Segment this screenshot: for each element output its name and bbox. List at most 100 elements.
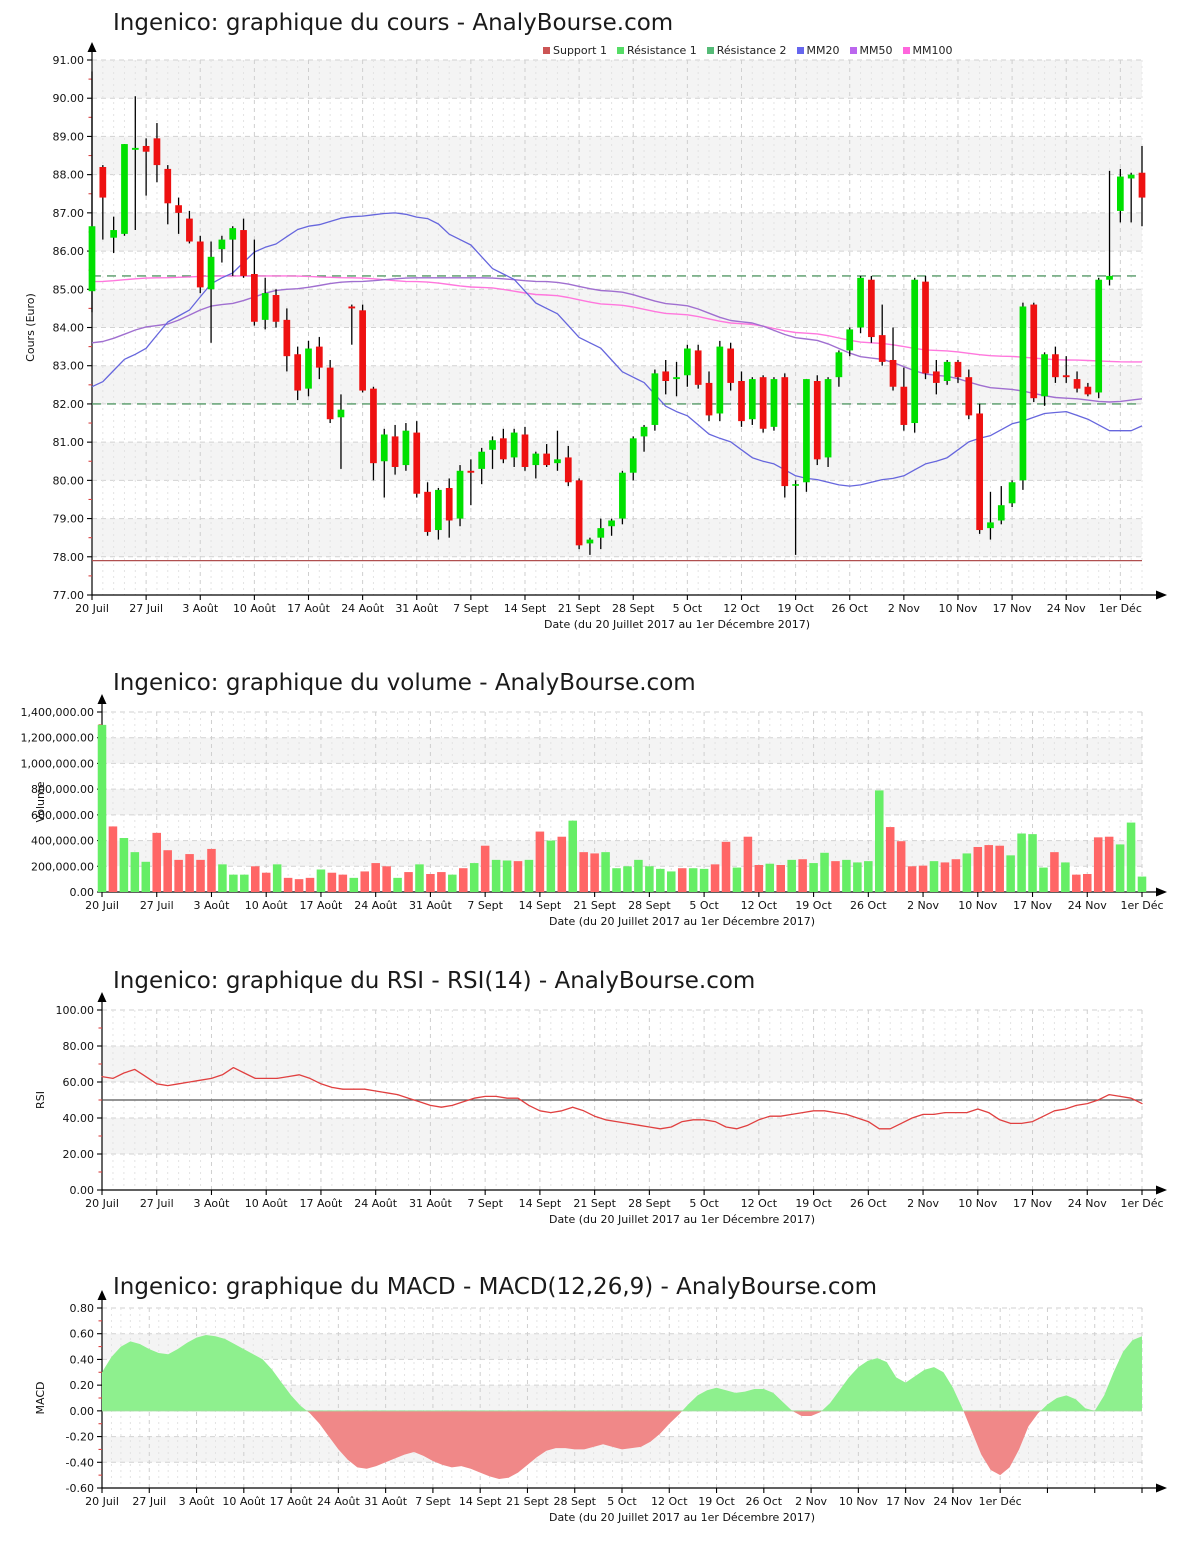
- svg-text:10 Août: 10 Août: [245, 1197, 289, 1210]
- svg-text:3 Août: 3 Août: [182, 602, 219, 615]
- svg-text:14 Sept: 14 Sept: [519, 1197, 562, 1210]
- svg-text:19 Oct: 19 Oct: [795, 1197, 832, 1210]
- svg-text:0.00: 0.00: [70, 886, 95, 899]
- svg-text:20 Juil: 20 Juil: [85, 899, 119, 912]
- svg-text:MACD: MACD: [34, 1382, 47, 1415]
- svg-text:Date (du 20 Juillet 2017 au 1e: Date (du 20 Juillet 2017 au 1er Décembre…: [549, 1213, 815, 1226]
- svg-text:31 Août: 31 Août: [395, 602, 439, 615]
- svg-text:26 Oct: 26 Oct: [850, 1197, 887, 1210]
- rsi-chart-title: Ingenico: graphique du RSI - RSI(14) - A…: [113, 968, 756, 994]
- svg-text:0.00: 0.00: [70, 1184, 95, 1197]
- rsi-chart-block: Ingenico: graphique du RSI - RSI(14) - A…: [0, 950, 1200, 1250]
- svg-text:24 Nov: 24 Nov: [933, 1495, 972, 1508]
- svg-text:12 Oct: 12 Oct: [741, 899, 778, 912]
- svg-text:26 Oct: 26 Oct: [746, 1495, 783, 1508]
- svg-text:5 Oct: 5 Oct: [689, 1197, 719, 1210]
- svg-text:-0.40: -0.40: [66, 1456, 94, 1469]
- svg-text:27 Juil: 27 Juil: [140, 1197, 174, 1210]
- svg-text:10 Nov: 10 Nov: [958, 1197, 997, 1210]
- svg-text:24 Août: 24 Août: [354, 899, 398, 912]
- svg-text:60.00: 60.00: [63, 1076, 95, 1089]
- svg-text:21 Sept: 21 Sept: [506, 1495, 549, 1508]
- legend-item-support-1: Support 1: [543, 44, 607, 57]
- svg-text:17 Août: 17 Août: [300, 1197, 344, 1210]
- svg-text:12 Oct: 12 Oct: [651, 1495, 688, 1508]
- svg-text:Cours (Euro): Cours (Euro): [24, 293, 37, 362]
- price-chart-svg: 77.00 78.00 79.00 80.00 81.00 82.00 83.00 84.00…: [24, 42, 1167, 631]
- svg-text:-0.60: -0.60: [66, 1482, 94, 1495]
- volume-chart-title: Ingenico: graphique du volume - AnalyBou…: [113, 670, 696, 696]
- svg-text:24 Août: 24 Août: [341, 602, 385, 615]
- svg-text:19 Oct: 19 Oct: [795, 899, 832, 912]
- svg-text:88.00: 88.00: [53, 169, 85, 182]
- svg-text:85.00: 85.00: [53, 283, 85, 296]
- legend-swatch-icon: [543, 47, 550, 54]
- legend-swatch-icon: [902, 47, 910, 54]
- svg-text:90.00: 90.00: [53, 92, 85, 105]
- svg-text:RSI: RSI: [34, 1091, 47, 1109]
- svg-text:2 Nov: 2 Nov: [888, 602, 920, 615]
- svg-text:5 Oct: 5 Oct: [673, 602, 703, 615]
- svg-text:20 Juil: 20 Juil: [85, 1197, 119, 1210]
- svg-text:200,000.00: 200,000.00: [31, 860, 94, 873]
- svg-text:7 Sept: 7 Sept: [467, 899, 503, 912]
- svg-text:0.80: 0.80: [70, 1302, 95, 1315]
- legend-label: MM100: [912, 44, 953, 57]
- svg-text:3 Août: 3 Août: [194, 1197, 231, 1210]
- svg-text:7 Sept: 7 Sept: [467, 1197, 503, 1210]
- svg-text:24 Août: 24 Août: [317, 1495, 361, 1508]
- svg-text:10 Nov: 10 Nov: [839, 1495, 878, 1508]
- svg-text:10 Août: 10 Août: [233, 602, 277, 615]
- macd-chart-title: Ingenico: graphique du MACD - MACD(12,26…: [113, 1274, 878, 1300]
- svg-text:17 Nov: 17 Nov: [993, 602, 1032, 615]
- svg-text:27 Juil: 27 Juil: [132, 1495, 166, 1508]
- svg-text:28 Sept: 28 Sept: [628, 1197, 671, 1210]
- svg-text:2 Nov: 2 Nov: [907, 899, 939, 912]
- legend-label: Support 1: [553, 44, 607, 57]
- svg-text:28 Sept: 28 Sept: [553, 1495, 596, 1508]
- svg-text:86.00: 86.00: [53, 245, 85, 258]
- svg-text:0.00: 0.00: [70, 1405, 95, 1418]
- svg-text:87.00: 87.00: [53, 207, 85, 220]
- svg-text:21 Sept: 21 Sept: [573, 899, 616, 912]
- svg-text:79.00: 79.00: [53, 513, 85, 526]
- price-chart-title: Ingenico: graphique du cours - AnalyBour…: [113, 10, 674, 36]
- macd-chart-svg: -0.60 -0.40 -0.20 0.00 0.20 0.40 0.60 0.80 20 Ju…: [34, 1290, 1167, 1524]
- svg-text:2 Nov: 2 Nov: [907, 1197, 939, 1210]
- legend-swatch-icon: [706, 47, 714, 54]
- svg-text:31 Août: 31 Août: [364, 1495, 408, 1508]
- svg-text:27 Juil: 27 Juil: [129, 602, 163, 615]
- legend-swatch-icon: [616, 47, 624, 54]
- legend-label: MM50: [859, 44, 893, 57]
- svg-text:24 Nov: 24 Nov: [1068, 899, 1107, 912]
- svg-text:1er Déc: 1er Déc: [1120, 899, 1163, 912]
- svg-text:20 Juil: 20 Juil: [75, 602, 109, 615]
- svg-text:26 Oct: 26 Oct: [831, 602, 868, 615]
- svg-text:100.00: 100.00: [56, 1004, 95, 1017]
- svg-text:24 Nov: 24 Nov: [1068, 1197, 1107, 1210]
- svg-text:14 Sept: 14 Sept: [459, 1495, 502, 1508]
- svg-text:80.00: 80.00: [53, 474, 85, 487]
- volume-chart-svg: 0.00 200,000.00 400,000.00 600,000.00 800,00…: [21, 694, 1167, 928]
- svg-text:17 Nov: 17 Nov: [1013, 1197, 1052, 1210]
- svg-text:28 Sept: 28 Sept: [628, 899, 671, 912]
- svg-text:82.00: 82.00: [53, 398, 85, 411]
- svg-text:19 Oct: 19 Oct: [777, 602, 814, 615]
- svg-text:14 Sept: 14 Sept: [504, 602, 547, 615]
- svg-text:0.40: 0.40: [70, 1353, 95, 1366]
- svg-text:12 Oct: 12 Oct: [723, 602, 760, 615]
- legend-item-mm50: MM50: [849, 44, 893, 57]
- svg-text:5 Oct: 5 Oct: [689, 899, 719, 912]
- svg-text:28 Sept: 28 Sept: [612, 602, 655, 615]
- legend-swatch-icon: [796, 47, 804, 54]
- svg-text:600,000.00: 600,000.00: [31, 809, 94, 822]
- svg-text:84.00: 84.00: [53, 322, 85, 335]
- svg-text:21 Sept: 21 Sept: [558, 602, 601, 615]
- svg-text:3 Août: 3 Août: [179, 1495, 216, 1508]
- macd-chart-block: Ingenico: graphique du MACD - MACD(12,26…: [0, 1250, 1200, 1550]
- svg-text:3 Août: 3 Août: [194, 899, 231, 912]
- svg-text:Date (du 20 Juillet 2017 au 1e: Date (du 20 Juillet 2017 au 1er Décembre…: [544, 618, 810, 631]
- svg-text:1,400,000.00: 1,400,000.00: [21, 706, 94, 719]
- svg-text:17 Août: 17 Août: [300, 899, 344, 912]
